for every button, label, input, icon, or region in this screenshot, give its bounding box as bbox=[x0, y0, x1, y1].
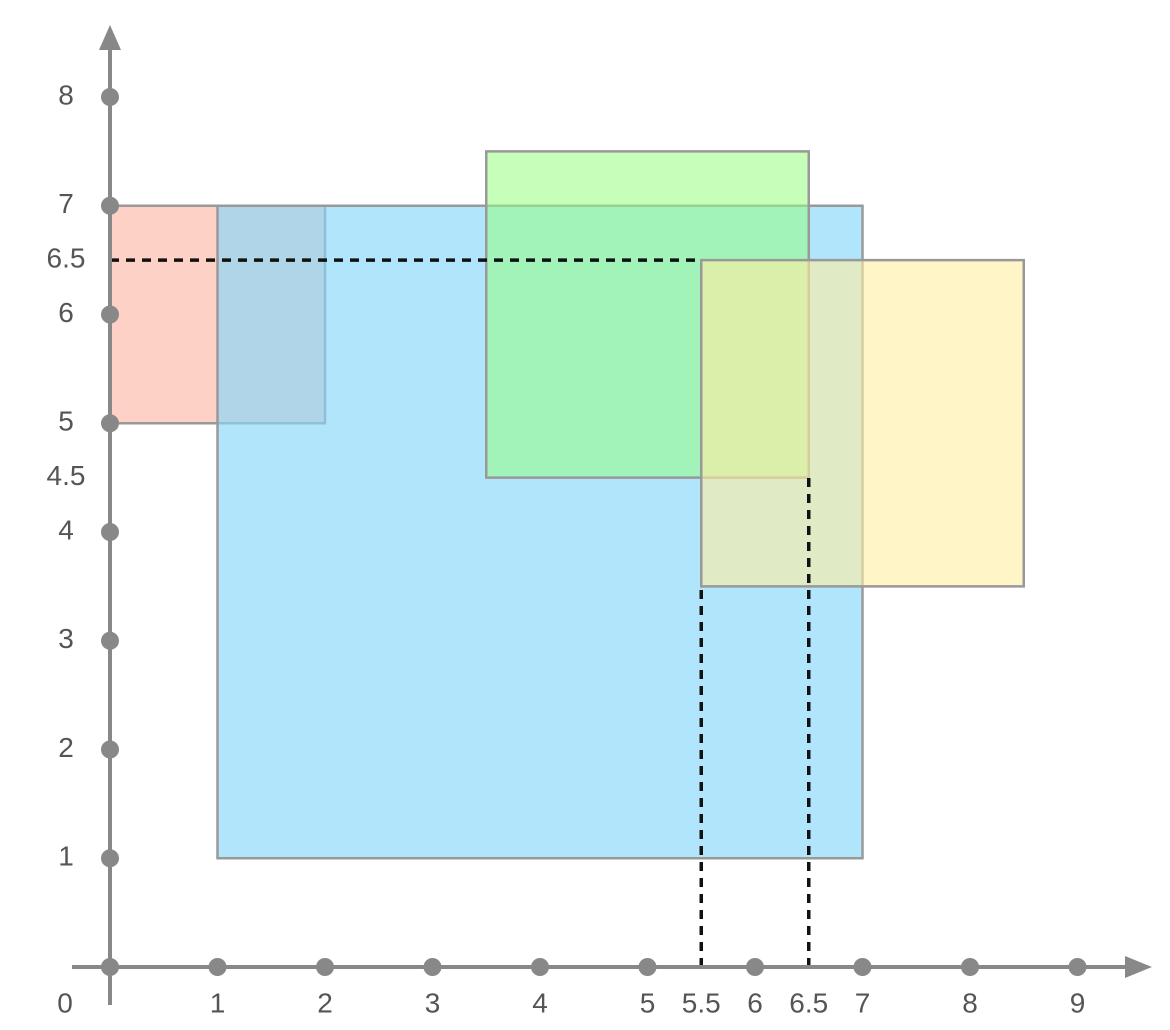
y-tick-dot bbox=[101, 88, 119, 106]
y-tick-label: 2 bbox=[58, 732, 74, 763]
y-tick-dot bbox=[101, 740, 119, 759]
y-tick-dot bbox=[101, 196, 119, 215]
x-tick-dot bbox=[208, 958, 227, 976]
x-tick-dot bbox=[746, 958, 764, 976]
rectangles bbox=[108, 150, 1025, 860]
x-tick-label: 5.5 bbox=[682, 987, 721, 1018]
x-tick-label: 6 bbox=[747, 987, 763, 1018]
y-tick-label: 6 bbox=[58, 297, 74, 328]
y-tick-label: 1 bbox=[58, 841, 74, 872]
y-tick-label: 4 bbox=[58, 514, 74, 545]
y-tick-dot bbox=[101, 631, 119, 650]
y-tick-label: 5 bbox=[58, 406, 74, 437]
x-tick-label: 1 bbox=[210, 987, 226, 1018]
x-tick-label: 5 bbox=[640, 987, 656, 1018]
x-tick-dot bbox=[638, 958, 657, 976]
y-tick-label: 3 bbox=[58, 623, 74, 654]
y-tick-label: 6.5 bbox=[47, 243, 86, 274]
y-tick-dot bbox=[101, 305, 119, 324]
x-tick-label: 0 bbox=[57, 987, 73, 1018]
x-tick-dot bbox=[1068, 958, 1087, 976]
y-tick-dot bbox=[101, 414, 119, 433]
y-tick-dot bbox=[101, 523, 119, 541]
x-arrow bbox=[1125, 956, 1152, 978]
y-tick-label: 7 bbox=[58, 188, 74, 219]
x-tick-label: 9 bbox=[1070, 987, 1086, 1018]
x-tick-label: 6.5 bbox=[789, 987, 828, 1018]
x-tick-label: 7 bbox=[855, 987, 871, 1018]
x-tick-label: 4 bbox=[532, 987, 548, 1018]
x-tick-label: 8 bbox=[962, 987, 978, 1018]
x-tick-dot bbox=[101, 958, 119, 976]
x-tick-label: 3 bbox=[425, 987, 441, 1018]
guides bbox=[110, 258, 811, 967]
x-tick-dot bbox=[423, 958, 442, 976]
x-tick-dot bbox=[531, 958, 549, 976]
y-tick-label: 4.5 bbox=[47, 460, 86, 491]
y-tick-label: 8 bbox=[58, 79, 74, 110]
x-tick-dot bbox=[961, 958, 979, 976]
rectangle bbox=[700, 258, 1025, 588]
y-arrow bbox=[99, 25, 121, 50]
y-tick-dot bbox=[101, 849, 119, 868]
x-tick-dot bbox=[853, 958, 872, 976]
x-tick-dot bbox=[316, 958, 334, 976]
x-tick-label: 2 bbox=[317, 987, 333, 1018]
ticks: 0 1 2 3 4 5 5.5 6 6.5 7 8 9 1 2 3 4 4.5 5 6 6.5 7 8 bbox=[47, 79, 1087, 1018]
